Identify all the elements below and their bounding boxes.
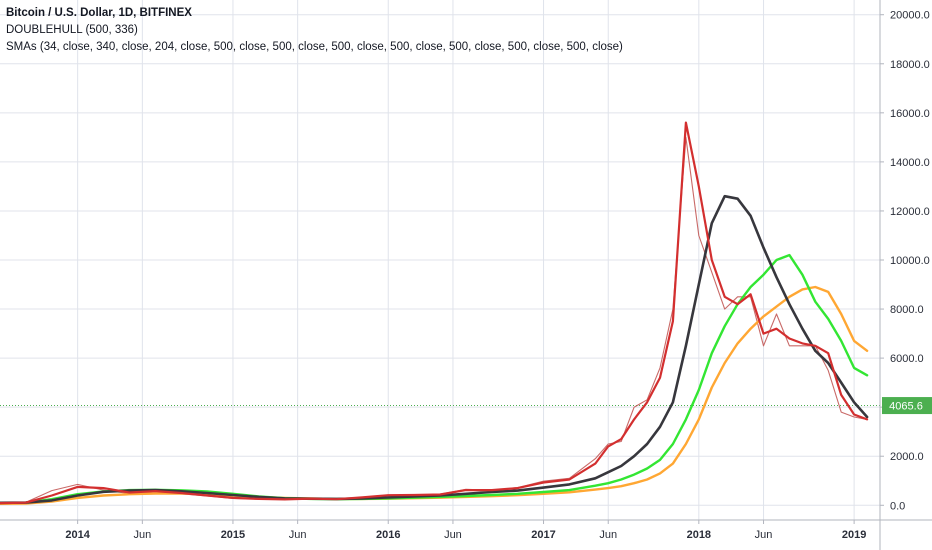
x-tick-label: Jun	[755, 529, 773, 541]
grid-lines	[0, 0, 880, 520]
y-tick-label: 16000.0	[890, 108, 930, 120]
y-tick-label: 0.0	[890, 500, 905, 512]
price-tag-label: 4065.6	[889, 401, 923, 413]
x-tick-label: Jun	[444, 529, 462, 541]
x-tick-label: 2017	[531, 529, 555, 541]
x-tick-label: 2018	[687, 529, 711, 541]
y-axis[interactable]: 0.02000.04000.06000.08000.010000.012000.…	[880, 10, 930, 513]
study-smas[interactable]: SMAs (34, close, 340, close, 204, close,…	[6, 41, 623, 53]
x-tick-label: 2019	[842, 529, 866, 541]
sma-dark-line	[0, 194, 869, 505]
y-tick-label: 14000.0	[890, 157, 930, 169]
x-tick-label: Jun	[133, 529, 151, 541]
y-tick-label: 12000.0	[890, 206, 930, 218]
fast-ma-line	[0, 121, 869, 505]
x-tick-label: 2014	[65, 529, 90, 541]
y-tick-label: 10000.0	[890, 255, 930, 267]
y-tick-label: 8000.0	[890, 304, 924, 316]
study-doublehull[interactable]: DOUBLEHULL (500, 336)	[6, 24, 138, 36]
x-tick-label: 2016	[376, 529, 400, 541]
symbol-title[interactable]: Bitcoin / U.S. Dollar, 1D, BITFINEX	[6, 7, 192, 19]
y-tick-label: 6000.0	[890, 353, 924, 365]
price-tag-background	[882, 397, 932, 415]
x-tick-label: 2015	[221, 529, 245, 541]
chart-legend: Bitcoin / U.S. Dollar, 1D, BITFINEX DOUB…	[6, 5, 623, 56]
y-tick-label: 18000.0	[890, 59, 930, 71]
y-tick-label: 20000.0	[890, 10, 930, 22]
x-axis[interactable]: 2014 Jun 2015 Jun 2016 Jun 2017 Jun 2018 Jun 2019	[65, 520, 866, 541]
series-layer	[0, 121, 869, 505]
y-tick-label: 2000.0	[890, 451, 924, 463]
x-tick-label: Jun	[599, 529, 617, 541]
x-tick-label: Jun	[289, 529, 307, 541]
price-tag: 4065.6	[882, 397, 932, 415]
